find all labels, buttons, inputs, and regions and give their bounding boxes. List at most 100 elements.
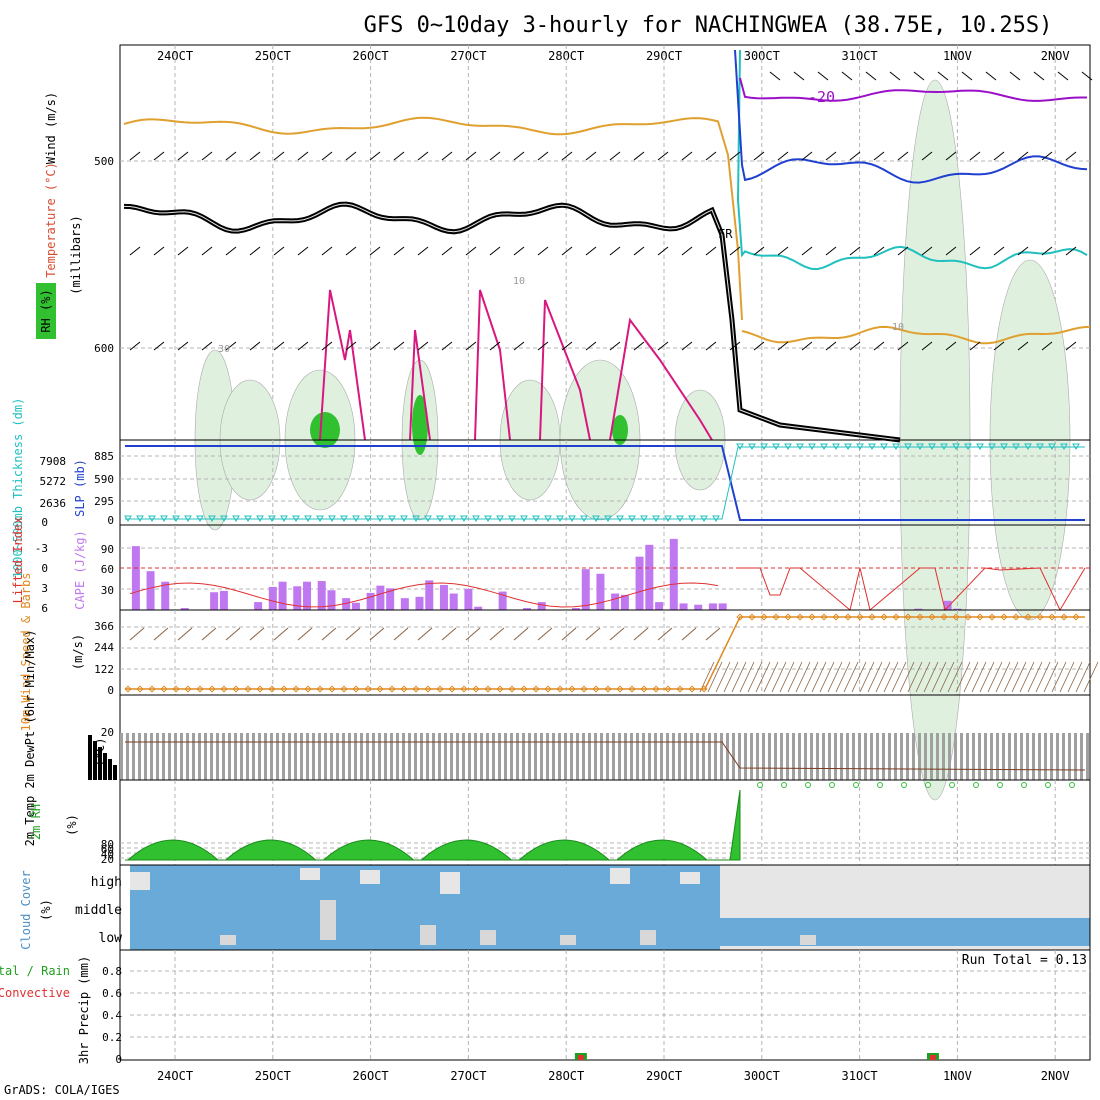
wind10-barb [859,661,875,693]
rh2m-marker [853,782,859,788]
thickness-marker [904,443,912,450]
thickness-marker [628,515,636,522]
ylabel-wind10: 10m Wind Speed & Barbs [19,573,33,732]
temp-bar [432,733,435,780]
ytick-rh-40: 40 [101,848,114,861]
thickness-marker [940,443,948,450]
cape-bar [655,602,664,610]
cape-bar [146,571,155,610]
temp-bar [162,733,165,780]
cape-bar [219,590,228,610]
temp-bar [666,733,669,780]
temp-bar [342,733,345,780]
wind-barb [753,341,765,351]
wind10-barb [609,627,625,641]
temp-bar [420,733,423,780]
freezing-line-core [123,204,901,441]
wind-barb [825,341,837,351]
thickness-marker [832,443,840,450]
thickness-marker [376,515,384,522]
wind-barb [1041,246,1053,256]
wind10-marker [208,685,216,693]
wind-barb [489,246,501,256]
ytick-temp-20: 20 [101,726,114,739]
wind10-barb [1027,661,1043,693]
cape-bar [620,594,629,610]
temp-bar [1068,733,1071,780]
temp-bar [384,733,387,780]
rh2m-marker [829,782,835,788]
wind10-marker [664,685,672,693]
cape-bar [210,592,219,610]
wind10-barb [899,661,915,693]
temp-bar [1008,733,1011,780]
wind-barb [321,341,333,351]
temp-bar [144,733,147,780]
wind10-marker [928,613,936,621]
wind-barb [297,341,309,351]
ytick-thick-0: 0 [41,516,48,529]
temp-bar [894,733,897,780]
wind-barb [777,151,789,161]
temp-bar [180,733,183,780]
temp-bar [228,733,231,780]
thickness-marker [1072,443,1080,450]
wind-barb [1017,341,1029,351]
wind10-marker [568,685,576,693]
temp-bar [522,733,525,780]
rh-contour-c [474,289,511,441]
bottom-date-label: 1NOV [943,1069,972,1083]
wind-barb [681,246,693,256]
temp-bar [1086,733,1089,780]
temp-bar [846,733,849,780]
temp-bar [288,733,291,780]
temp-bar [576,733,579,780]
contour-label-minus20: -20 [808,88,835,106]
rh2m-marker [925,782,931,788]
temp-bar [648,733,651,780]
wind-barb [609,246,621,256]
thickness-marker [160,515,168,522]
wind10-barb [939,661,955,693]
wind10-marker [772,613,780,621]
temp-bar [1032,733,1035,780]
wind10-marker [1024,613,1032,621]
ytick-cape-30: 30 [101,584,114,597]
cape-bar [449,593,458,610]
wind-barb [561,341,573,351]
rh-contour-e [609,317,713,441]
temp-bar [138,733,141,780]
temp-bar [852,733,855,780]
wind10-marker [1072,613,1080,621]
temp-bar [462,733,465,780]
thickness-marker [976,443,984,450]
temp-bar [822,733,825,780]
slp-panel: 885 590 295 0 7908 5272 2636 0 SLP (mb) … [11,398,1091,578]
contour-label-10b: 10 [892,322,904,333]
wind10-marker [364,685,372,693]
wind-barb [1065,341,1077,351]
thickness-marker [1000,443,1008,450]
thickness-marker [484,515,492,522]
temp-side-bar [88,735,92,780]
thickness-marker [316,515,324,522]
thickness-marker [460,515,468,522]
wind-barb [513,246,525,256]
wind-barb [1065,151,1077,161]
wind10-marker [880,613,888,621]
wind-barb [177,151,189,161]
wind-barb [849,151,861,161]
thickness-marker [448,515,456,522]
wind-barb [1057,71,1069,81]
thickness-marker [928,443,936,450]
wind10-marker [832,613,840,621]
temp-bar [720,733,723,780]
temp-bar [174,733,177,780]
temp-bar [642,733,645,780]
wind10-marker [1036,613,1044,621]
wind10-barb [1075,661,1091,693]
wind-barb [729,341,741,351]
thickness-marker [436,515,444,522]
temp-bar [120,733,123,780]
rh2m-marker [757,782,763,788]
